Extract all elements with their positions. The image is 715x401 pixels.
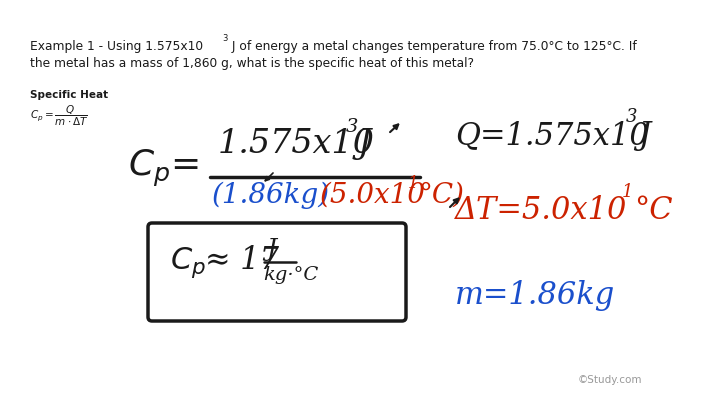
Text: kg·°C: kg·°C <box>263 265 318 283</box>
Text: J: J <box>266 237 276 260</box>
Text: m=1.86kg: m=1.86kg <box>455 279 615 310</box>
Text: (5.0x10: (5.0x10 <box>320 182 426 209</box>
Text: ≈ 17: ≈ 17 <box>205 244 279 275</box>
Text: 3: 3 <box>346 118 358 136</box>
Text: 1: 1 <box>408 174 418 192</box>
Text: $C_p = \dfrac{Q}{m \cdot \Delta T}$: $C_p = \dfrac{Q}{m \cdot \Delta T}$ <box>30 104 89 128</box>
Text: Example 1 - Using 1.575x10: Example 1 - Using 1.575x10 <box>30 40 203 53</box>
Text: ΔT=5.0x10: ΔT=5.0x10 <box>455 194 627 225</box>
Text: the metal has a mass of 1,860 g, what is the specific heat of this metal?: the metal has a mass of 1,860 g, what is… <box>30 57 474 70</box>
Text: $C_p$=: $C_p$= <box>128 148 199 188</box>
Text: J: J <box>638 120 650 151</box>
Text: 3: 3 <box>222 34 227 43</box>
Text: Specific Heat: Specific Heat <box>30 90 108 100</box>
Text: 1: 1 <box>622 182 633 200</box>
Text: 3: 3 <box>626 108 638 126</box>
FancyBboxPatch shape <box>148 223 406 321</box>
Text: Q=1.575x10: Q=1.575x10 <box>455 120 649 151</box>
Text: $C_p$: $C_p$ <box>170 244 206 279</box>
Text: ©Study.com: ©Study.com <box>578 374 643 384</box>
Text: (1.86kg): (1.86kg) <box>212 182 330 209</box>
Text: 1.575x10: 1.575x10 <box>218 128 375 160</box>
Text: °C: °C <box>634 194 673 225</box>
Text: °C): °C) <box>418 182 464 209</box>
Text: J: J <box>358 128 371 160</box>
Text: J of energy a metal changes temperature from 75.0°C to 125°C. If: J of energy a metal changes temperature … <box>228 40 637 53</box>
